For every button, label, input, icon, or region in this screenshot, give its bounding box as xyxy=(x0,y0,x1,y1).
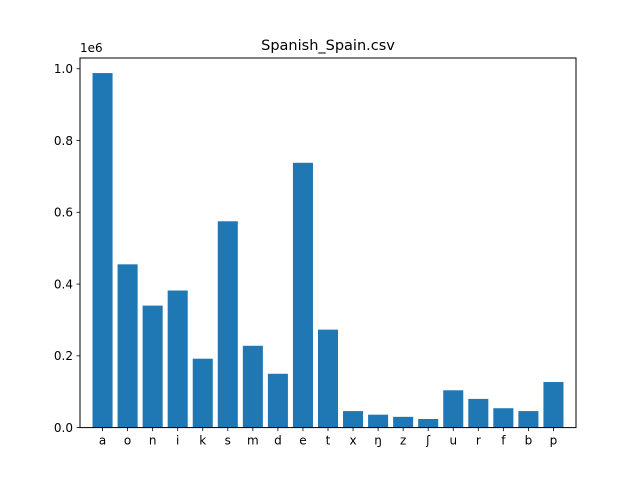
y-axis: 0.0 0.2 0.4 0.6 0.8 1.0 xyxy=(54,62,80,435)
bar-8 xyxy=(292,162,313,428)
y-tick-label-5: 1.0 xyxy=(54,62,73,76)
bar-7 xyxy=(267,373,288,428)
bar-15 xyxy=(468,398,489,428)
x-tick-label-15: r xyxy=(476,434,481,448)
bar-14 xyxy=(443,390,464,428)
x-tick-label-12: z xyxy=(400,434,406,448)
bar-0 xyxy=(92,73,113,428)
bar-1 xyxy=(117,264,138,428)
x-tick-label-5: s xyxy=(225,434,231,448)
bar-10 xyxy=(343,411,364,428)
bar-group xyxy=(92,73,564,428)
bar-13 xyxy=(418,418,439,428)
y-tick-label-1: 0.2 xyxy=(54,349,73,363)
x-tick-label-18: p xyxy=(550,434,558,448)
bar-6 xyxy=(242,345,263,428)
x-tick-label-4: k xyxy=(199,434,206,448)
bar-9 xyxy=(317,329,339,428)
bar-2 xyxy=(142,305,163,428)
bar-11 xyxy=(368,414,389,428)
x-tick-label-16: f xyxy=(501,434,506,448)
x-tick-label-11: ŋ xyxy=(374,434,382,448)
x-tick-label-3: i xyxy=(176,434,179,448)
x-tick-label-17: b xyxy=(525,434,533,448)
x-tick-label-2: n xyxy=(149,434,157,448)
bar-16 xyxy=(493,408,514,428)
bar-3 xyxy=(167,290,188,428)
chart-title: Spanish_Spain.csv xyxy=(261,38,395,54)
x-tick-label-0: a xyxy=(99,434,106,448)
y-tick-label-4: 0.8 xyxy=(54,134,73,148)
x-tick-label-10: x xyxy=(349,434,356,448)
x-tick-label-8: e xyxy=(299,434,306,448)
y-axis-offset-label: 1e6 xyxy=(80,41,103,55)
x-tick-label-1: o xyxy=(124,434,131,448)
bar-18 xyxy=(543,382,564,428)
y-tick-label-2: 0.4 xyxy=(54,277,73,291)
x-tick-label-13: ʃ xyxy=(425,434,431,448)
bar-4 xyxy=(192,358,213,428)
bar-5 xyxy=(217,221,238,428)
bar-12 xyxy=(393,416,414,428)
plot-frame xyxy=(79,57,577,429)
x-tick-label-6: m xyxy=(247,434,259,448)
y-tick-label-3: 0.6 xyxy=(54,206,73,220)
x-tick-label-7: d xyxy=(274,434,282,448)
bar-17 xyxy=(518,411,539,428)
x-tick-label-9: t xyxy=(326,434,331,448)
x-tick-label-14: u xyxy=(449,434,457,448)
y-tick-label-0: 0.0 xyxy=(54,421,73,435)
